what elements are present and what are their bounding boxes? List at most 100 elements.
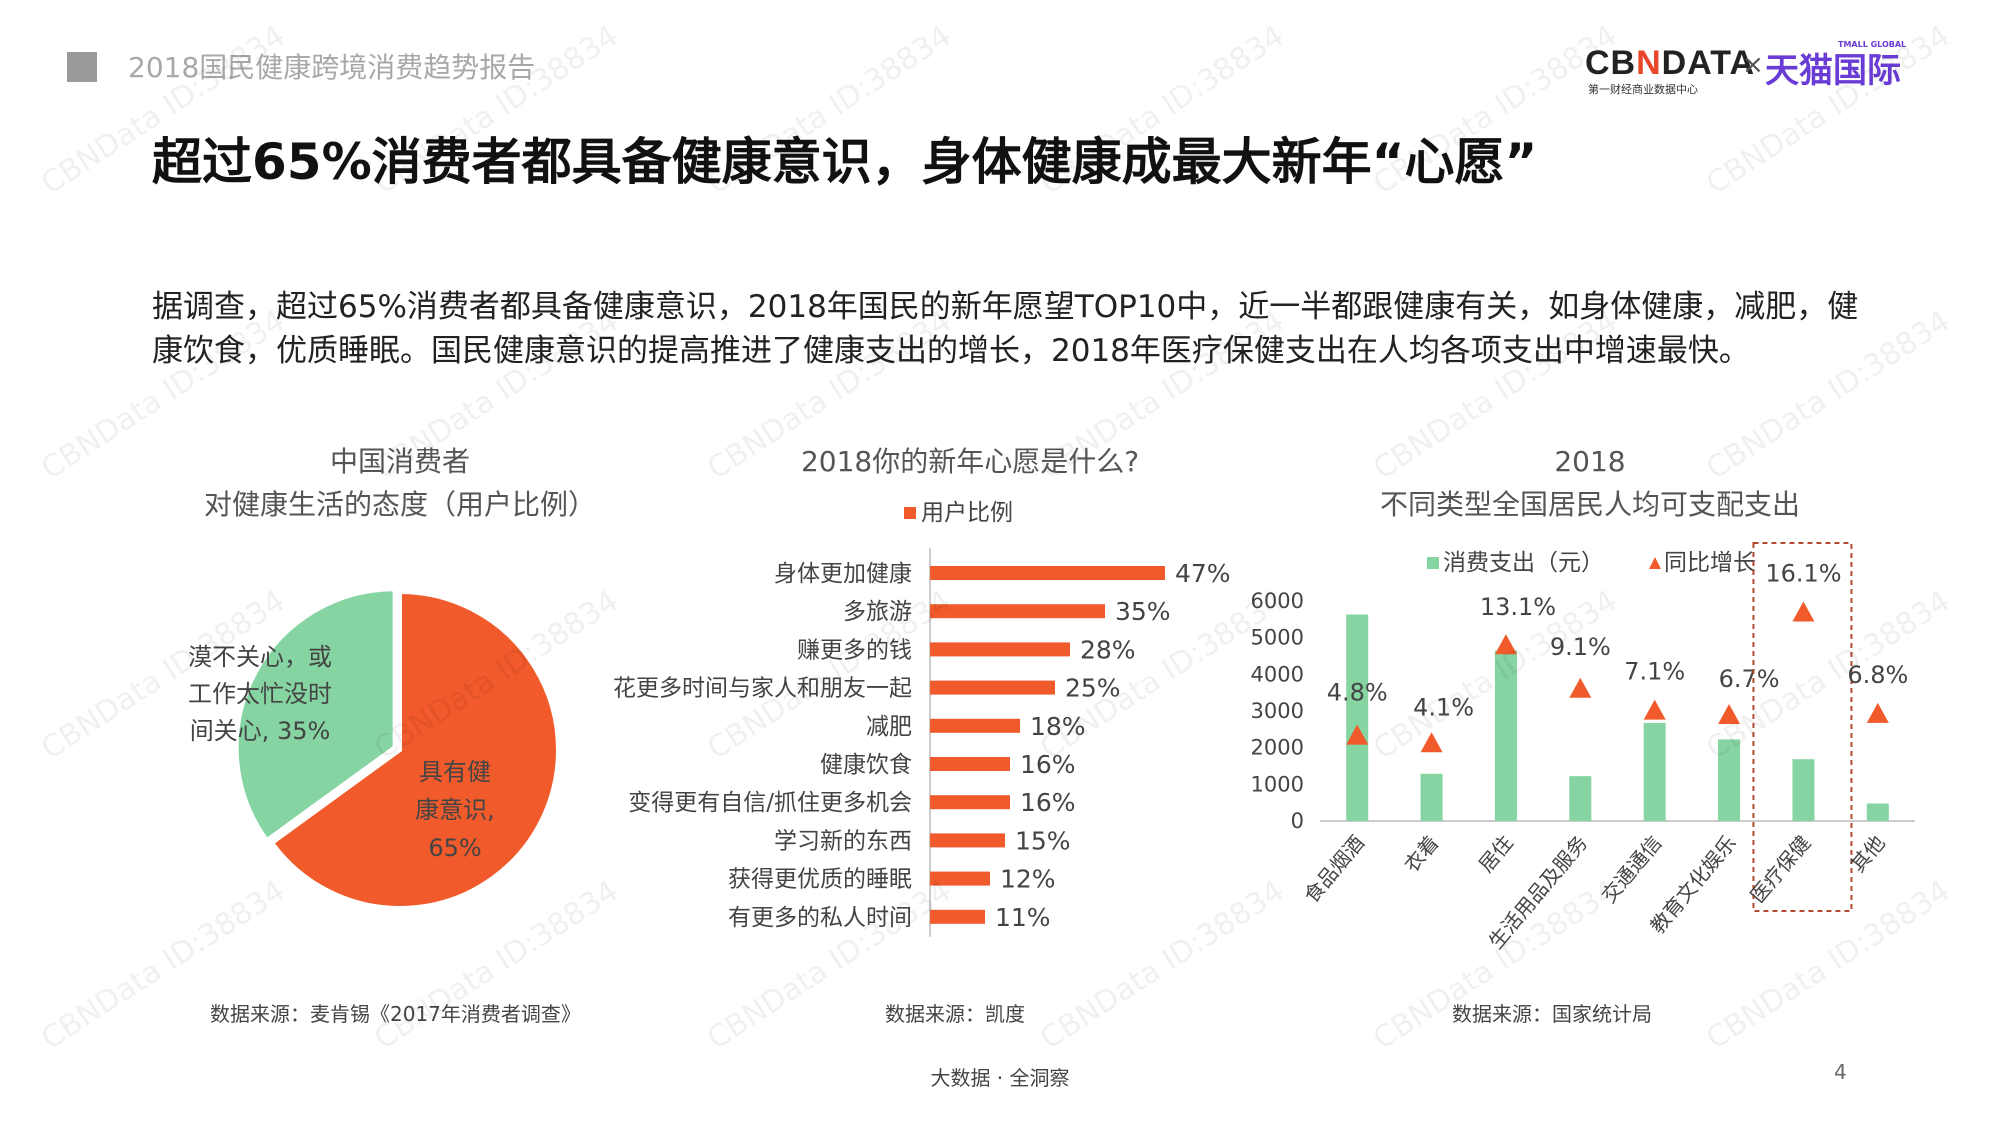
y-tick-label: 6000 <box>1251 589 1304 613</box>
y-tick-label: 5000 <box>1251 626 1304 650</box>
growth-triangle <box>1718 703 1741 724</box>
category-label: 变得更有自信/抓住更多机会 <box>628 790 912 816</box>
legend-swatch-bar <box>1427 557 1439 569</box>
growth-triangle <box>1569 677 1592 698</box>
x-category-label: 食品烟酒 <box>1299 831 1369 908</box>
growth-triangle <box>1346 724 1369 745</box>
y-tick-label: 0 <box>1291 809 1304 833</box>
report-title: 2018国民健康跨境消费趋势报告 <box>128 51 536 84</box>
pie-chart-source: 数据来源：麦肯锡《2017年消费者调查》 <box>210 1002 581 1026</box>
growth-triangle <box>1866 702 1889 723</box>
pie-slice-label-aware: 具有健 <box>419 758 491 786</box>
bar <box>930 871 990 886</box>
growth-triangle <box>1792 601 1815 622</box>
x-category-label: 交通通信 <box>1597 831 1667 908</box>
growth-label: 4.8% <box>1327 679 1388 707</box>
tmall-global-logo-subtitle: TMALL GLOBAL <box>1838 40 1907 49</box>
pie-slice <box>234 587 397 843</box>
growth-triangle <box>1420 732 1443 753</box>
bar <box>930 604 1105 619</box>
pie-slice-label-indifferent: 漠不关心，或 <box>188 643 332 671</box>
y-tick-label: 1000 <box>1251 772 1304 796</box>
bar <box>930 642 1070 657</box>
category-label: 获得更优质的睡眠 <box>728 867 912 893</box>
spend-bar <box>1494 650 1517 821</box>
page-title: 超过65%消费者都具备健康意识，身体健康成最大新年“心愿” <box>152 133 1538 191</box>
pie-chart-title: 中国消费者 对健康生活的态度（用户比例） <box>150 440 650 526</box>
pie-chart-title-line2: 对健康生活的态度（用户比例） <box>203 488 596 521</box>
spend-chart-source: 数据来源：国家统计局 <box>1452 1002 1652 1026</box>
value-label: 47% <box>1175 559 1231 588</box>
value-label: 15% <box>1015 826 1071 855</box>
legend-label-bar: 消费支出（元） <box>1443 550 1604 576</box>
footer-slogan: 大数据 · 全洞察 <box>930 1066 1070 1090</box>
logo-cbn-prefix: CB <box>1585 44 1637 82</box>
value-label: 28% <box>1080 635 1136 664</box>
value-label: 16% <box>1020 788 1076 817</box>
value-label: 11% <box>995 903 1051 932</box>
pie-slice <box>269 589 560 910</box>
cbndata-logo-subtitle: 第一财经商业数据中心 <box>1588 83 1698 96</box>
y-tick-label: 3000 <box>1251 699 1304 723</box>
spend-bar-chart: 消费支出（元） 同比增长 0 1000 2000 3000 4000 5000 6000 4.8%… <box>1251 542 1915 953</box>
growth-label: 13.1% <box>1480 593 1556 621</box>
wish-chart-title: 2018你的新年心愿是什么? <box>800 445 1140 478</box>
highlight-box <box>1752 542 1853 912</box>
bar <box>930 795 1010 810</box>
legend-swatch <box>904 507 916 519</box>
category-label: 多旅游 <box>843 599 912 625</box>
category-label: 身体更加健康 <box>774 561 912 587</box>
category-label: 学习新的东西 <box>774 828 912 854</box>
wish-chart-source: 数据来源：凯度 <box>885 1002 1025 1026</box>
pie-slice-label-aware: 65% <box>428 834 481 862</box>
spend-bar <box>1569 776 1592 821</box>
spend-chart-title-line1: 2018 <box>1554 445 1626 478</box>
growth-triangle <box>1494 634 1517 655</box>
value-label: 12% <box>1000 865 1056 894</box>
spend-chart-title-line2: 不同类型全国居民人均可支配支出 <box>1379 488 1800 521</box>
x-category-label: 衣着 <box>1399 831 1443 877</box>
category-label: 健康饮食 <box>820 752 912 778</box>
x-category-label: 居住 <box>1474 831 1518 877</box>
legend-label-growth: 同比增长 <box>1664 550 1756 576</box>
logo-times-sign: × <box>1742 50 1764 80</box>
bar <box>930 680 1055 695</box>
bar <box>930 566 1165 580</box>
pie-chart-title-line1: 中国消费者 <box>329 445 470 478</box>
spend-bar <box>1346 614 1369 821</box>
value-label: 35% <box>1115 597 1171 626</box>
growth-label: 7.1% <box>1624 658 1685 686</box>
growth-label: 6.8% <box>1847 661 1908 689</box>
legend-label: 用户比例 <box>921 500 1013 526</box>
y-tick-label: 4000 <box>1251 662 1304 686</box>
intro-paragraph: 据调查，超过65%消费者都具备健康意识，2018年国民的新年愿望TOP10中，近… <box>152 289 1859 369</box>
bar <box>930 833 1005 848</box>
spend-bar <box>1718 739 1741 821</box>
spend-chart-title: 2018 不同类型全国居民人均可支配支出 <box>1340 440 1840 526</box>
brand-logo: CBNDATA 第一财经商业数据中心 × 天猫国际 TMALL GLOBAL <box>1585 40 1907 100</box>
category-label: 减肥 <box>866 714 912 740</box>
bar <box>930 909 985 924</box>
growth-label: 9.1% <box>1550 633 1611 661</box>
growth-label: 4.1% <box>1413 693 1474 721</box>
spend-bar <box>1643 722 1666 821</box>
pie-slice-label-indifferent: 工作太忙没时 <box>188 680 332 708</box>
logo-cbn-mark: N <box>1636 44 1662 82</box>
growth-label: 16.1% <box>1765 560 1841 588</box>
growth-triangle <box>1643 699 1666 720</box>
legend-swatch-triangle <box>1649 557 1661 569</box>
category-label: 花更多时间与家人和朋友一起 <box>613 676 912 702</box>
category-label: 有更多的私人时间 <box>728 905 912 931</box>
tmall-global-logo: 天猫国际 <box>1765 51 1901 91</box>
bar <box>930 757 1010 771</box>
spend-bar <box>1792 759 1815 821</box>
page-number: 4 <box>1834 1060 1847 1084</box>
spend-bar <box>1866 803 1889 821</box>
pie-slice-label-indifferent: 间关心, 35% <box>190 717 331 745</box>
growth-label: 6.7% <box>1719 665 1780 693</box>
value-label: 25% <box>1065 674 1121 703</box>
x-category-label: 医疗保健 <box>1745 831 1815 908</box>
y-tick-label: 2000 <box>1251 736 1304 760</box>
value-label: 16% <box>1020 750 1076 779</box>
